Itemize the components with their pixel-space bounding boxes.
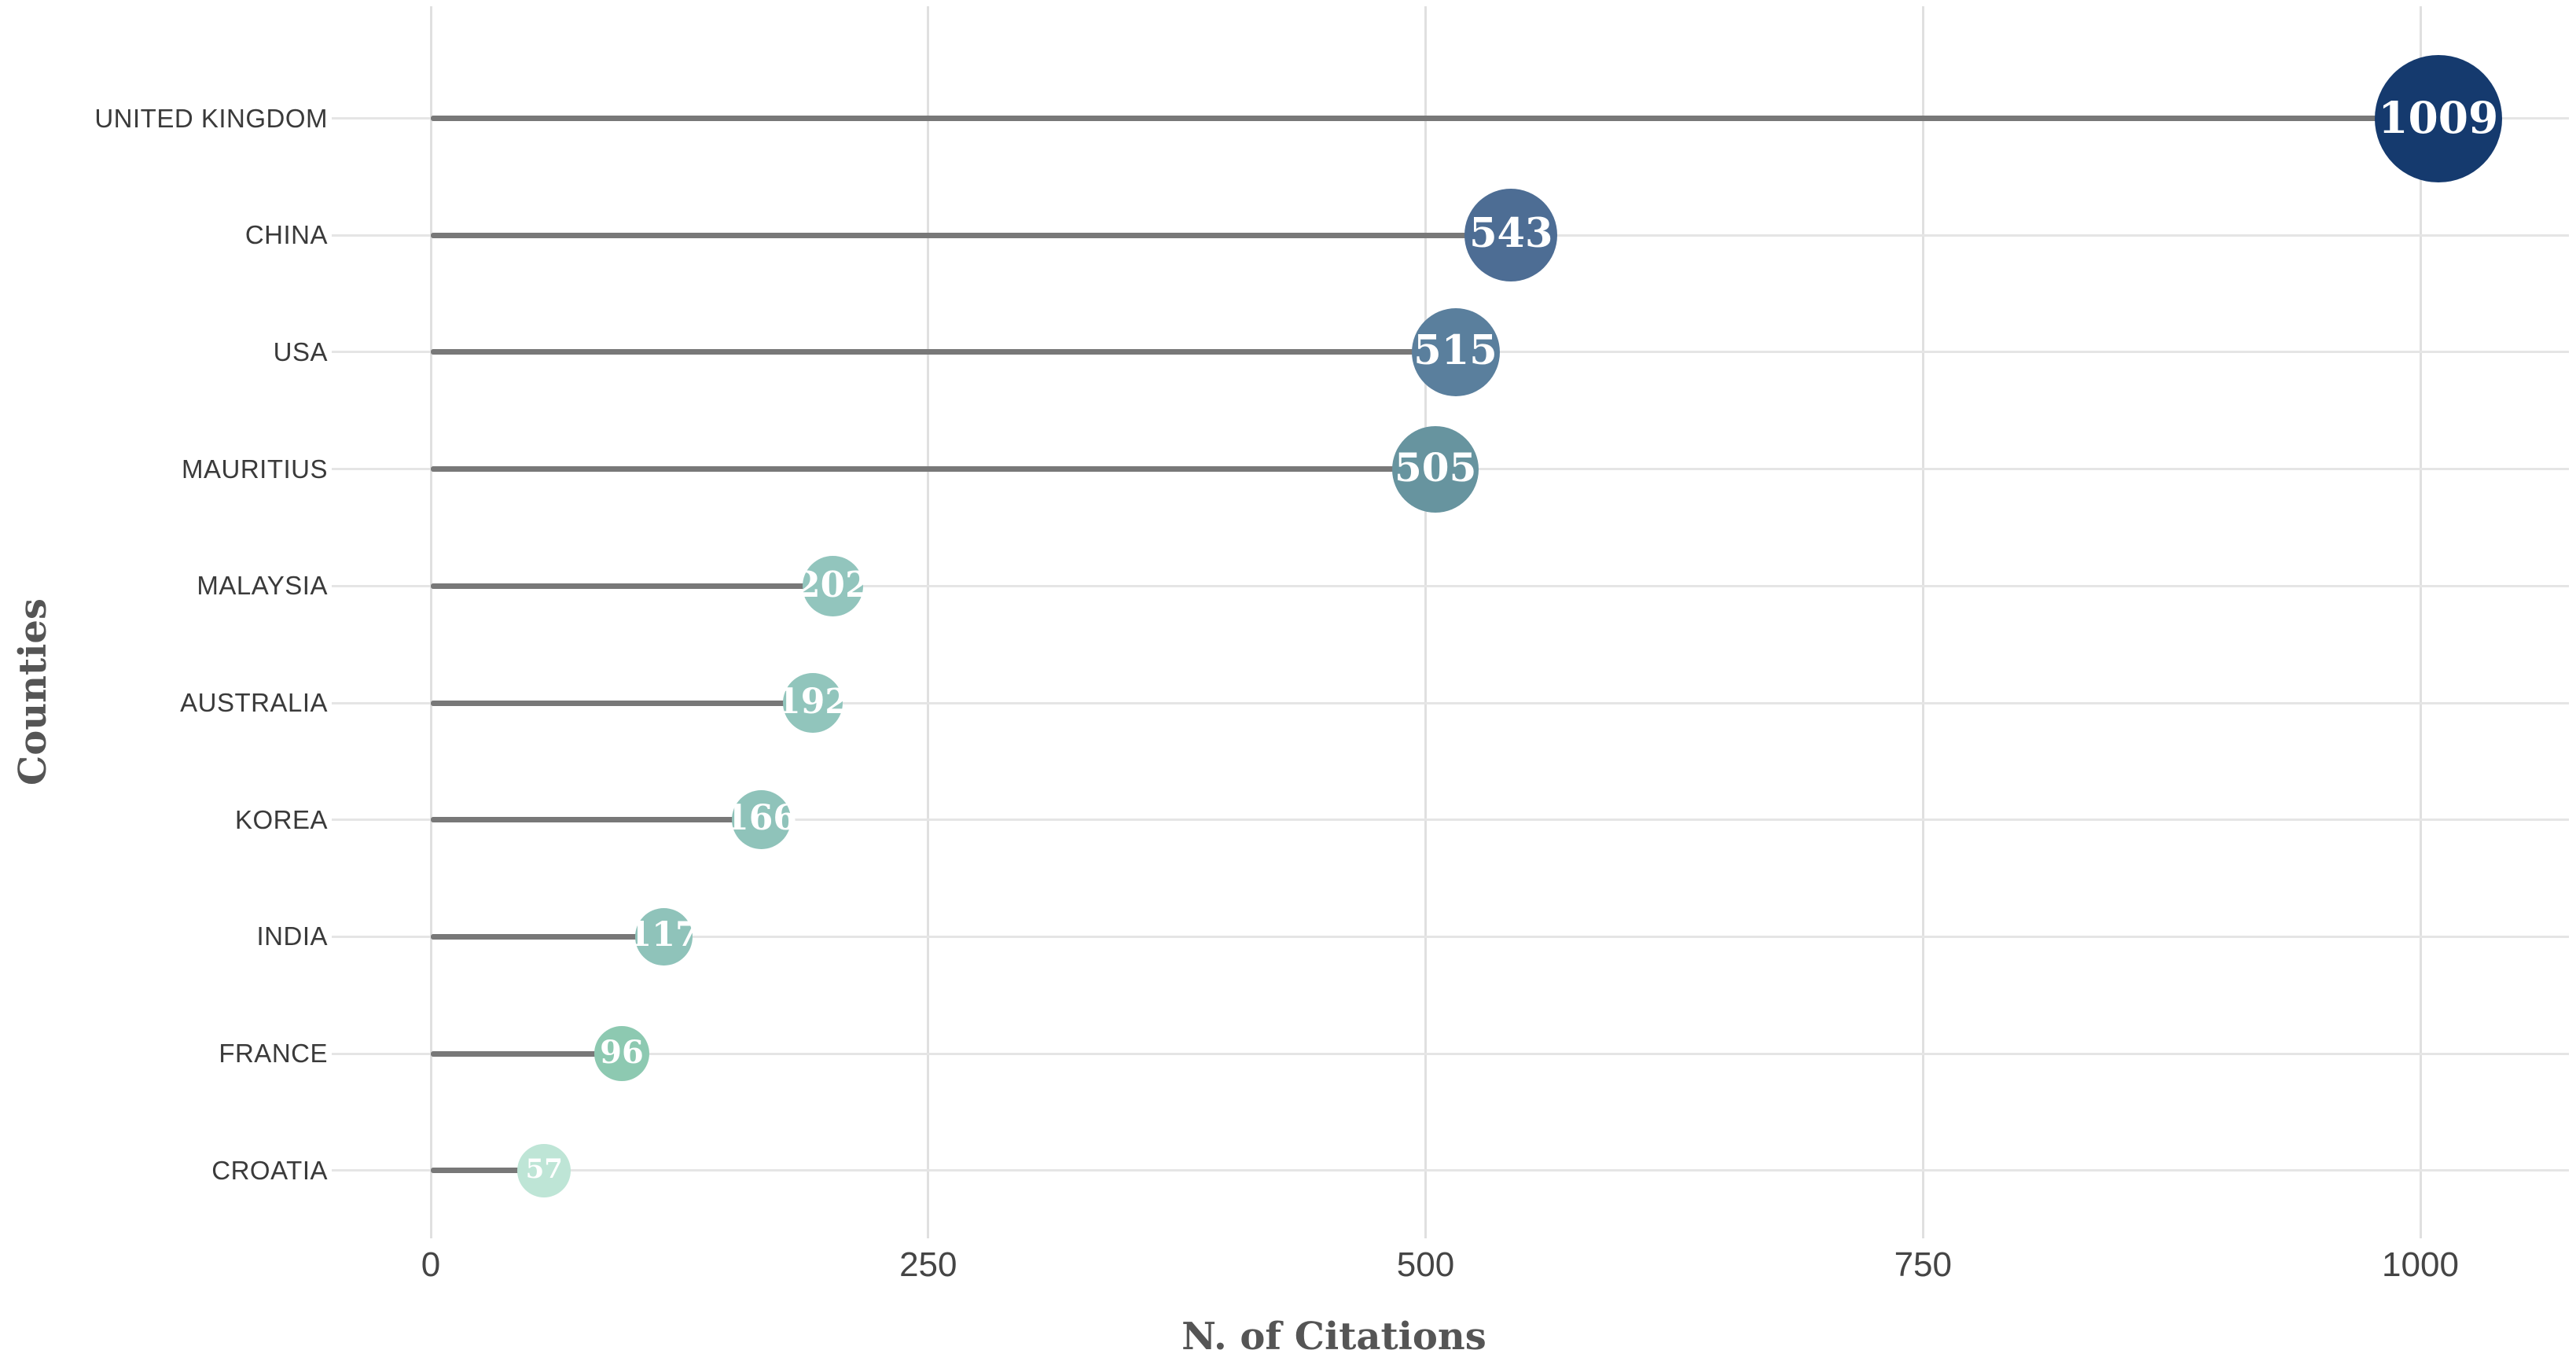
lollipop-stem bbox=[431, 1168, 545, 1174]
x-gridline bbox=[429, 6, 432, 1238]
x-tick-label: 1000 bbox=[2382, 1245, 2459, 1284]
row-gridline bbox=[332, 935, 2569, 938]
lollipop-stem bbox=[431, 466, 1436, 473]
category-label: CROATIA bbox=[211, 1155, 328, 1185]
data-bubble: 96 bbox=[594, 1026, 649, 1082]
bubble-value-label: 192 bbox=[777, 681, 849, 722]
lollipop-stem bbox=[431, 1050, 622, 1057]
row-gridline bbox=[332, 1169, 2569, 1172]
bubble-value-label: 96 bbox=[600, 1033, 644, 1071]
bubble-value-label: 57 bbox=[525, 1153, 563, 1186]
bubble-value-label: 543 bbox=[1469, 210, 1553, 258]
category-label: AUSTRALIA bbox=[180, 688, 328, 717]
x-gridline bbox=[1921, 6, 1924, 1238]
row-gridline bbox=[332, 584, 2569, 587]
lollipop-stem bbox=[431, 349, 1456, 355]
data-bubble: 505 bbox=[1392, 425, 1479, 513]
x-tick-label: 750 bbox=[1894, 1245, 1952, 1284]
category-label: MALAYSIA bbox=[197, 571, 328, 601]
data-bubble: 515 bbox=[1411, 307, 1500, 396]
bubble-value-label: 1009 bbox=[2378, 91, 2499, 143]
category-label: UNITED KINGDOM bbox=[94, 103, 328, 133]
lollipop-stem bbox=[431, 232, 1512, 238]
x-gridline bbox=[2419, 6, 2422, 1238]
x-tick-label: 0 bbox=[421, 1245, 441, 1284]
data-bubble: 202 bbox=[796, 555, 869, 616]
bubble-value-label: 202 bbox=[796, 564, 870, 606]
x-gridline bbox=[927, 6, 930, 1238]
x-gridline bbox=[1424, 6, 1427, 1238]
row-gridline bbox=[332, 701, 2569, 704]
category-label: INDIA bbox=[256, 921, 328, 951]
bubble-value-label: 505 bbox=[1395, 444, 1477, 491]
lollipop-stem bbox=[431, 817, 762, 823]
category-label: FRANCE bbox=[219, 1039, 328, 1069]
category-label: KOREA bbox=[234, 804, 328, 834]
bubble-value-label: 117 bbox=[628, 915, 699, 955]
data-bubble: 57 bbox=[517, 1143, 571, 1197]
data-bubble: 543 bbox=[1464, 189, 1558, 282]
data-bubble: 117 bbox=[628, 907, 699, 966]
lollipop-stem bbox=[431, 583, 833, 589]
category-label: CHINA bbox=[244, 220, 328, 250]
row-gridline bbox=[332, 818, 2569, 822]
data-bubble: 192 bbox=[777, 673, 849, 733]
x-tick-label: 500 bbox=[1396, 1245, 1455, 1284]
category-label: MAURITIUS bbox=[182, 454, 328, 484]
lollipop-stem bbox=[431, 700, 813, 706]
x-tick-label: 250 bbox=[899, 1245, 957, 1284]
lollipop-stem bbox=[431, 116, 2438, 121]
data-bubble: 1009 bbox=[2374, 54, 2502, 182]
lollipop-stem bbox=[431, 933, 664, 940]
row-gridline bbox=[332, 1052, 2569, 1055]
bubble-value-label: 166 bbox=[725, 798, 798, 839]
y-axis-title: Counties bbox=[11, 598, 55, 785]
bubble-value-label: 515 bbox=[1413, 326, 1497, 374]
x-axis-title: N. of Citations bbox=[1181, 1315, 1486, 1359]
category-label: USA bbox=[273, 337, 328, 366]
data-bubble: 166 bbox=[725, 790, 797, 850]
